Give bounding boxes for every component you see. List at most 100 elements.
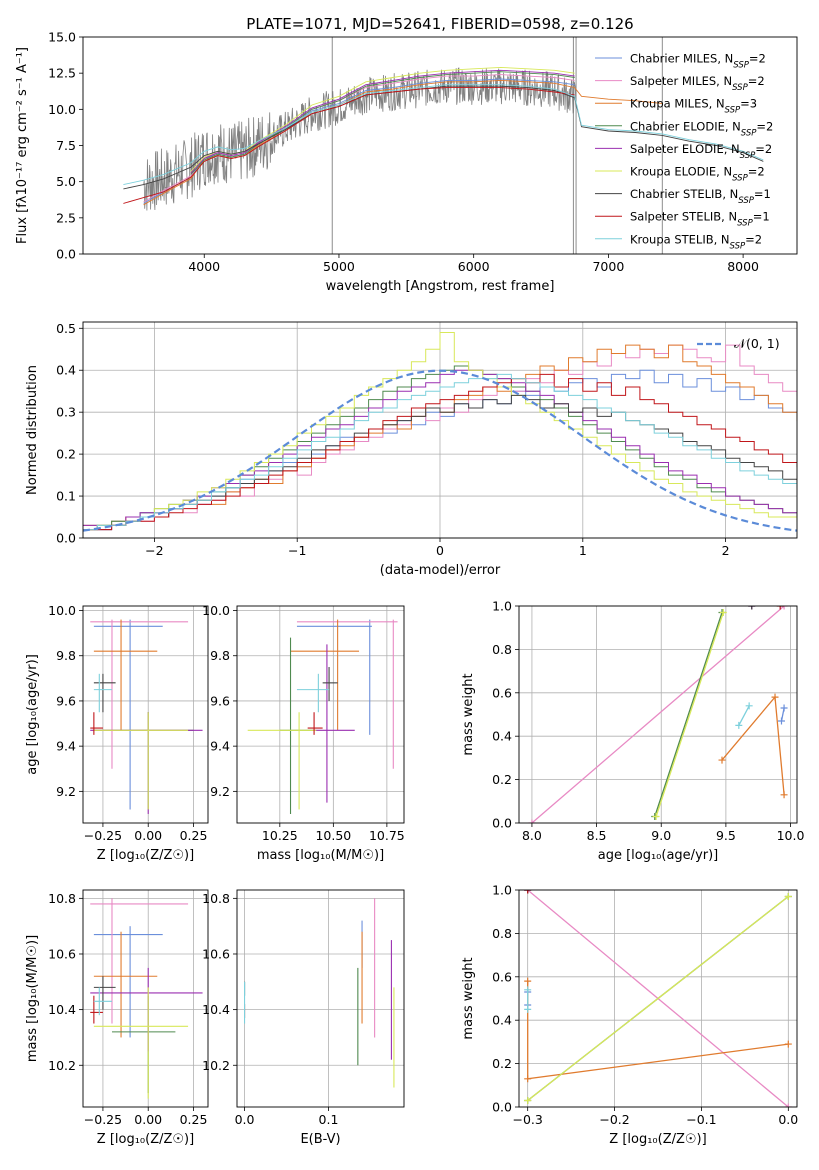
x-tick-label: 10.50 [315, 828, 351, 843]
plot-area [244, 898, 395, 1088]
x-tick-label: 9.5 [716, 828, 736, 843]
y-tick-label: 10.6 [202, 946, 230, 961]
panel-mass-vs-ebv: 0.0 0.1 10.2 10.4 10.6 10.8 E(B-V) [202, 889, 405, 1147]
y-tick-label: 0.0 [492, 1100, 512, 1115]
y-tick-label: 9.2 [56, 784, 76, 799]
y-tick-label: 10.6 [48, 946, 76, 961]
x-tick-label: 10.0 [777, 828, 805, 843]
y-tick-label: 0.8 [492, 642, 512, 657]
axes-frame [82, 605, 209, 824]
weight-marker [718, 756, 726, 764]
legend-label: Salpeter STELIB, NSSP=1 [630, 210, 770, 229]
y-tick-label: 10.2 [48, 1058, 76, 1073]
panel-mass-weight-vs-age: 8.0 8.5 9.0 9.5 10.0 0.0 0.2 0.4 0.6 0.8 1.0 age [l… [461, 599, 804, 864]
y-tick-label: 10.0 [48, 102, 76, 117]
axes-frame [82, 36, 798, 255]
x-tick-label: 0.0 [235, 1112, 255, 1127]
weight-marker [524, 1096, 532, 1104]
weight-marker [719, 609, 727, 617]
plot-area [528, 606, 788, 823]
plot-area [83, 332, 797, 532]
x-tick-label: −0.2 [599, 1112, 629, 1127]
residual-histogram-0 [83, 369, 797, 526]
x-tick-label: −0.3 [513, 1112, 543, 1127]
y-tick-label: 0.2 [492, 1056, 512, 1071]
legend-label: Salpeter MILES, NSSP=2 [630, 74, 765, 93]
y-tick-label: 10.0 [48, 603, 76, 618]
axes-frame [236, 605, 405, 824]
x-axis-label: Z [log₁₀(Z/Z☉)] [97, 848, 194, 863]
legend-label: Kroupa ELODIE, NSSP=2 [630, 165, 765, 184]
y-tick-label: 0.1 [56, 489, 76, 504]
panel-age-vs-mass: 10.25 10.50 10.75 9.2 9.4 9.6 9.8 10.0 mass [log… [202, 603, 405, 863]
spectrum-legend: Chabrier MILES, NSSP=2 Salpeter MILES, NS… [595, 52, 773, 251]
x-tick-label: 7000 [592, 259, 624, 274]
weight-line-1 [531, 606, 785, 823]
y-tick-label: 0.0 [492, 816, 512, 831]
model-spectrum-line-0 [143, 78, 575, 204]
y-tick-label: 0.6 [492, 969, 512, 984]
plot-area [123, 37, 764, 254]
legend-label: 𝒩(0, 1) [734, 336, 780, 351]
legend-label: Chabrier ELODIE, NSSP=2 [630, 119, 773, 138]
y-tick-label: 1.0 [492, 599, 512, 614]
y-axis-label: mass [log₁₀(M/M☉)] [25, 935, 40, 1062]
weight-line-8 [738, 705, 750, 726]
y-tick-label: 12.5 [48, 66, 76, 81]
y-tick-label: 10.8 [202, 891, 230, 906]
y-tick-label: 0.2 [56, 447, 76, 462]
axes-frame [518, 605, 798, 824]
weight-marker [528, 819, 536, 823]
plot-area [90, 619, 203, 814]
weight-line-5 [655, 612, 724, 817]
axes-frame [82, 889, 209, 1108]
residual-histogram-7 [83, 373, 797, 531]
x-tick-label: 0.25 [180, 1112, 208, 1127]
y-tick-label: 10.4 [202, 1002, 230, 1017]
x-tick-label: 8.5 [587, 828, 607, 843]
legend-label: Salpeter ELODIE, NSSP=2 [630, 142, 772, 161]
y-tick-label: 0.4 [56, 363, 76, 378]
y-axis-label: mass weight [461, 673, 476, 755]
weight-marker [735, 721, 743, 729]
y-tick-label: 1.0 [492, 883, 512, 898]
y-tick-label: 7.5 [56, 138, 76, 153]
legend-label: Chabrier MILES, NSSP=2 [630, 52, 766, 71]
x-tick-label: 10.25 [262, 828, 298, 843]
axes-frame [236, 889, 405, 1108]
model-spectrum-line-4 [190, 69, 575, 174]
y-tick-label: 10.2 [202, 1058, 230, 1073]
x-tick-label: 0 [436, 543, 444, 558]
x-axis-label: (data-model)/error [380, 563, 501, 578]
x-tick-label: −2 [145, 543, 163, 558]
y-tick-label: 9.8 [56, 648, 76, 663]
x-tick-label: 0.00 [134, 828, 162, 843]
panel-age-vs-Z: −0.25 0.00 0.25 9.2 9.4 9.6 9.8 10.0 Z [log₁₀(Z/… [25, 603, 209, 863]
weight-marker [524, 986, 532, 994]
y-tick-label: 0.3 [56, 405, 76, 420]
y-tick-label: 15.0 [48, 30, 76, 45]
y-tick-label: 0.8 [492, 926, 512, 941]
weight-line-2 [527, 981, 789, 1080]
y-tick-label: 0.6 [492, 685, 512, 700]
residual-histogram-6 [83, 394, 797, 531]
panel-mass-vs-Z: −0.25 0.00 0.25 10.2 10.4 10.6 10.8 Z [log₁₀(Z/… [25, 889, 209, 1147]
x-tick-label: −0.25 [84, 828, 122, 843]
y-tick-label: 0.0 [56, 531, 76, 546]
x-tick-label: 2 [722, 543, 730, 558]
residual-histogram-3 [83, 365, 797, 531]
y-tick-label: 9.6 [210, 693, 230, 708]
y-tick-label: 9.2 [210, 784, 230, 799]
y-tick-label: 0.5 [56, 321, 76, 336]
axes-frame [82, 321, 798, 539]
x-tick-label: 8.0 [522, 828, 542, 843]
x-axis-label: age [log₁₀(age/yr)] [598, 848, 719, 863]
y-tick-label: 0.4 [492, 729, 512, 744]
y-tick-label: 9.4 [56, 739, 76, 754]
weight-marker [784, 893, 792, 901]
y-tick-label: 10.4 [48, 1002, 76, 1017]
weight-line-2 [721, 695, 785, 795]
y-axis-label: Flux [fλ10⁻¹⁷ erg cm⁻² s⁻¹ A⁻¹] [15, 47, 30, 244]
observed-spectrum-line [143, 67, 577, 211]
legend-label: Kroupa STELIB, NSSP=2 [630, 232, 762, 251]
